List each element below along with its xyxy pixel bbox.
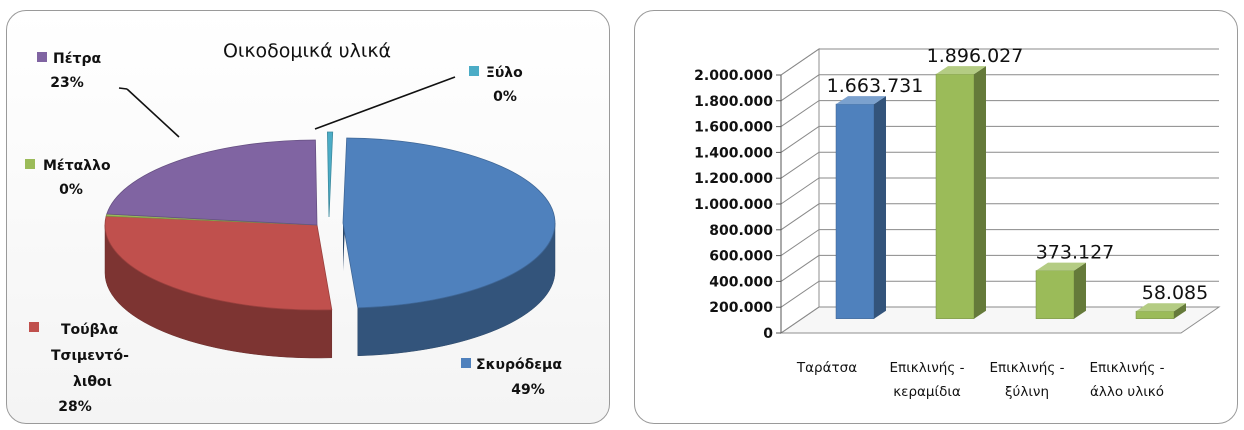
data-label: 1.896.027 [927,45,1024,67]
pie-chart-panel: Οικοδομικά υλικά Πέτρα 23% Ξύλο 0% Μέταλλο 0% Τ… [6,10,610,424]
category-label: Επικλινής - [1090,360,1165,376]
category-label: Επικλινής - [990,360,1065,376]
pie-label-text: Σκυρόδεμα [476,357,562,373]
y-tick-label: 2.000.000 [694,68,773,84]
pie-label-3: Πέτρα 23% [37,51,101,91]
pie-title: Οικοδομικά υλικά [223,40,391,62]
bar-top [1136,303,1186,312]
y-tick-label: 1.800.000 [694,94,773,110]
bar-0 [835,96,886,319]
pie-label-percent: 0% [59,182,83,198]
bar-top [836,96,886,105]
pie-tops [104,131,556,311]
gridline [780,74,1219,102]
bar-chart-panel: 0 200.000 400.000 600.000 800.000 1.000.000 1.… [634,10,1238,424]
bar-front [935,73,975,319]
legend-swatch [29,322,39,332]
pie-label-0: Σκυρόδεμα 49% [461,357,562,398]
bar-front [1035,270,1075,319]
bar-side [874,96,886,319]
pie-label-4: Ξύλο 0% [469,65,523,105]
bar-top [1036,262,1086,271]
gridline [780,229,1219,257]
gridline [780,254,1219,282]
pie-chart: Οικοδομικά υλικά Πέτρα 23% Ξύλο 0% Μέταλλο 0% Τ… [25,40,562,415]
legend-swatch [461,358,471,368]
bar-side [1174,303,1186,319]
pie-label-1: Τούβλα Τσιμεντό-λιθοι 28% [29,322,129,415]
slice-0-top [342,137,556,309]
bar-front [835,103,875,319]
data-label: 58.085 [1142,282,1208,304]
gridline [780,151,1219,179]
gridline [780,203,1219,231]
pie-label-percent: 23% [50,75,84,91]
gridline [780,100,1219,128]
leader-line-stone-tail [118,87,128,90]
gridline [780,125,1219,153]
pie-label-text: λιθοι [73,374,112,390]
y-tick-label: 1.400.000 [694,145,773,161]
category-label: κεραμίδια [893,384,961,400]
y-tick-label: 800.000 [709,223,773,239]
pie-label-percent: 0% [493,89,517,105]
data-label: 373.127 [1036,242,1115,264]
slice-4-top [327,131,334,218]
y-tick-label: 1.200.000 [694,171,773,187]
pie-label-text: Τσιμεντό- [51,348,129,364]
y-tick-label: 600.000 [709,249,773,265]
bar-front [1135,310,1175,319]
bar-chart: 0 200.000 400.000 600.000 800.000 1.000.000 1.… [694,45,1221,400]
category-label: ξύλινη [1005,384,1049,400]
bar-side [1074,262,1086,319]
pie-label-text: Ξύλο [486,65,523,81]
gridline [780,48,1219,76]
category-label: Επικλινής - [890,360,965,376]
y-tick-label: 0 [763,326,773,342]
bar-1 [935,66,986,319]
legend-swatch [469,66,479,76]
pie-label-text: Πέτρα [53,51,101,67]
slice-3-top [106,139,318,226]
y-tick-label: 1.000.000 [694,197,773,213]
pie-label-text: Τούβλα [61,322,119,338]
category-label: άλλο υλικό [1090,384,1164,400]
slice-1-top [104,215,333,311]
bar-2 [1035,262,1086,319]
category-label: Ταράτσα [796,360,857,376]
bar-3 [1135,303,1186,319]
pie-label-text: Μέταλλο [43,158,111,174]
bar-top [936,66,986,75]
leader-line-stone [126,88,180,138]
pie-label-2: Μέταλλο 0% [25,158,111,198]
y-tick-label: 200.000 [709,300,773,316]
y-tick-label: 400.000 [709,274,773,290]
data-label: 1.663.731 [827,75,924,97]
bar-side [974,66,986,319]
pie-label-percent: 28% [58,399,92,415]
legend-swatch [25,159,35,169]
leader-line-wood [314,76,456,130]
legend-swatch [37,52,47,62]
pie-label-percent: 49% [511,382,545,398]
gridline [780,177,1219,205]
y-tick-label: 1.600.000 [694,120,773,136]
